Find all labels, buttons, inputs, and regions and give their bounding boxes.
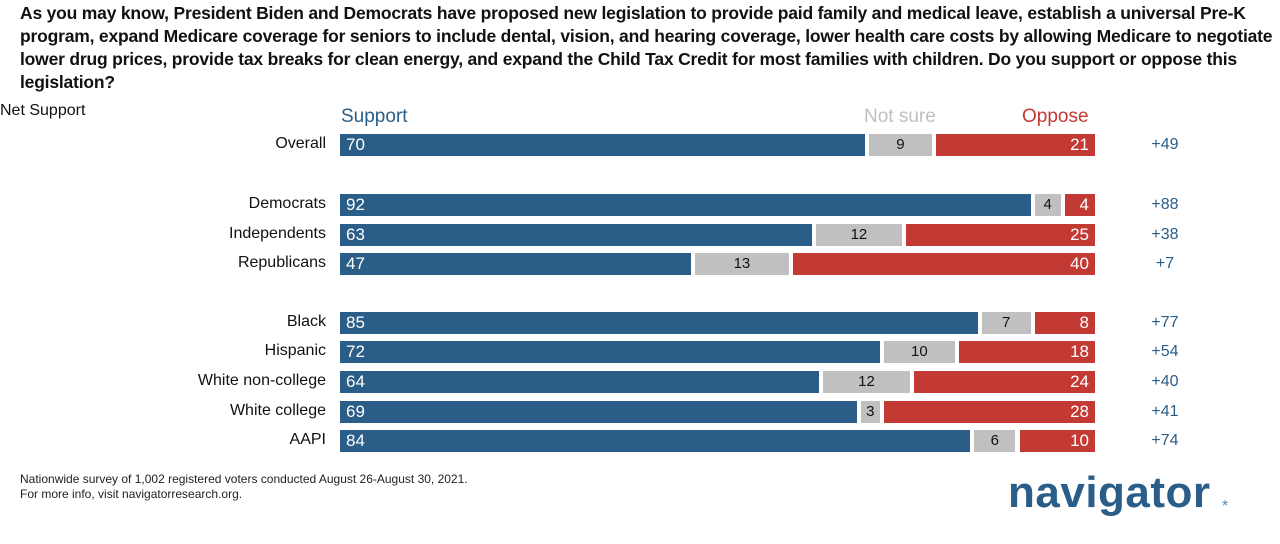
net-support-value: +40 xyxy=(1151,373,1179,390)
bar-not-sure: 3 xyxy=(860,401,880,423)
bar-support: 70 xyxy=(340,134,865,156)
row-label: White college xyxy=(229,402,326,419)
bar-support: 92 xyxy=(340,194,1031,216)
row-label: White non-college xyxy=(197,372,326,389)
navigator-logo: navigator xyxy=(1008,468,1211,517)
bar-not-sure: 7 xyxy=(981,312,1031,334)
bar-oppose: 8 xyxy=(1034,312,1095,334)
bar-support: 47 xyxy=(340,253,691,275)
row-label: Overall xyxy=(275,135,326,152)
bar-oppose: 24 xyxy=(913,371,1095,393)
row-label: Black xyxy=(286,313,326,330)
bar-not-sure: 13 xyxy=(694,253,789,275)
net-support-value: +77 xyxy=(1151,314,1179,331)
net-support-value: +49 xyxy=(1151,136,1179,153)
footnote-link: For more info, visit navigatorresearch.o… xyxy=(20,487,243,501)
bar-support: 69 xyxy=(340,401,857,423)
bar-support: 64 xyxy=(340,371,820,393)
bar-support: 63 xyxy=(340,224,812,246)
bar-oppose: 21 xyxy=(936,134,1095,156)
bar-not-sure: 4 xyxy=(1034,194,1061,216)
chart-title: As you may know, President Biden and Dem… xyxy=(20,3,1273,92)
net-support-value: +54 xyxy=(1151,343,1179,360)
row-label: AAPI xyxy=(289,431,326,448)
row-label: Independents xyxy=(229,225,326,242)
legend-not-sure: Not sure xyxy=(864,106,936,127)
bar-oppose: 40 xyxy=(793,253,1095,275)
chart-area: Overall 70 9 21 +49 Democrats 92 4 4 +88 Independe… xyxy=(0,102,1280,538)
bar-not-sure: 10 xyxy=(883,341,956,363)
bar-not-sure: 12 xyxy=(823,371,910,393)
net-support-value: +88 xyxy=(1151,196,1179,213)
row-label: Republicans xyxy=(237,254,326,271)
footnote: Nationwide survey of 1,002 registered vo… xyxy=(20,472,468,502)
row-label: Hispanic xyxy=(264,342,326,359)
net-support-value: +7 xyxy=(1155,255,1175,272)
bar-oppose: 18 xyxy=(959,341,1095,363)
legend-oppose: Oppose xyxy=(1022,106,1089,127)
bar-oppose: 25 xyxy=(906,224,1095,246)
net-support-value: +38 xyxy=(1151,226,1179,243)
net-support-header: Net Support xyxy=(0,102,86,119)
bar-oppose: 10 xyxy=(1019,430,1095,452)
logo-star-icon: * xyxy=(1222,498,1229,515)
legend-support: Support xyxy=(341,106,408,127)
bar-not-sure: 12 xyxy=(815,224,903,246)
net-support-value: +74 xyxy=(1151,432,1179,449)
bar-support: 84 xyxy=(340,430,971,452)
bar-support: 72 xyxy=(340,341,880,363)
row-label: Democrats xyxy=(248,195,326,212)
bar-oppose: 28 xyxy=(883,401,1095,423)
bar-not-sure: 6 xyxy=(974,430,1016,452)
stacked-bar-chart: Overall 70 9 21 +49 Democrats 92 4 4 +88 Independe… xyxy=(0,102,1280,462)
footnote-survey: Nationwide survey of 1,002 registered vo… xyxy=(20,472,468,486)
bar-not-sure: 9 xyxy=(868,134,933,156)
bar-support: 85 xyxy=(340,312,978,334)
bar-oppose: 4 xyxy=(1064,194,1095,216)
net-support-value: +41 xyxy=(1151,403,1179,420)
